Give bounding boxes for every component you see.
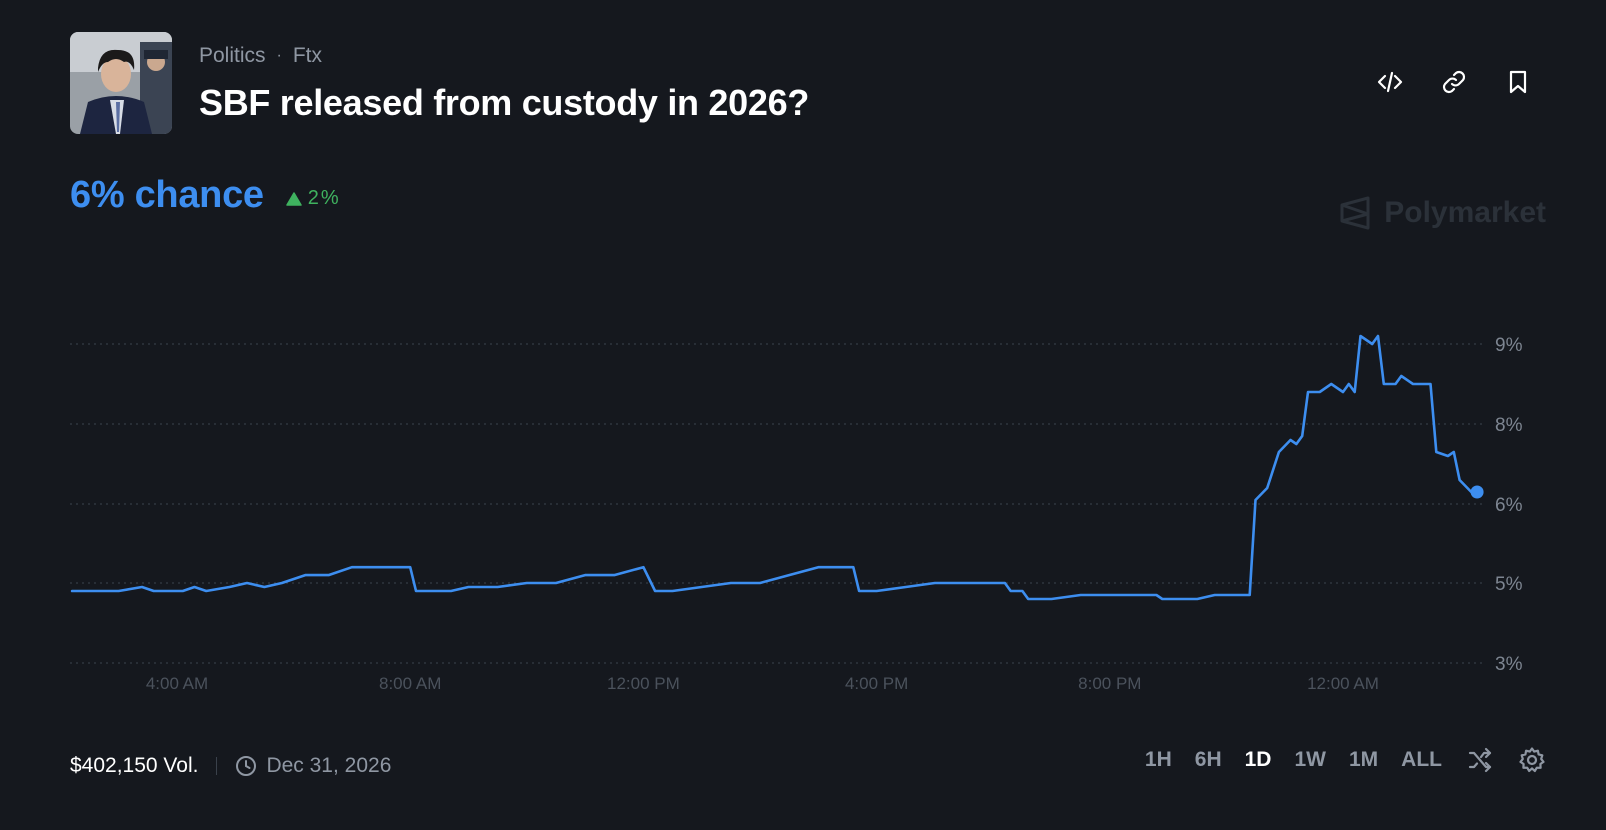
x-tick-label: 8:00 PM — [1078, 674, 1141, 693]
y-tick-label: 9% — [1495, 335, 1523, 356]
range-1d[interactable]: 1D — [1244, 748, 1272, 771]
meta-divider — [216, 757, 218, 775]
category-link[interactable]: Politics — [199, 44, 266, 67]
range-all[interactable]: ALL — [1401, 748, 1442, 771]
polymarket-watermark: Polymarket — [1338, 195, 1546, 231]
market-thumbnail[interactable] — [70, 32, 172, 134]
current-value-dot — [1470, 485, 1484, 499]
tag-link[interactable]: Ftx — [292, 44, 323, 67]
market-meta: $402,150 Vol. Dec 31, 2026 — [70, 754, 391, 778]
volume: $402,150 Vol. — [70, 754, 199, 777]
chance-summary: 6% chance 2% — [70, 174, 341, 217]
y-tick-label: 3% — [1495, 654, 1523, 675]
triangle-up-icon — [286, 191, 302, 206]
x-axis: 4:00 AM 8:00 AM 12:00 PM 4:00 PM 8:00 PM 12:0… — [146, 674, 1379, 693]
bookmark-button[interactable] — [1500, 64, 1536, 100]
y-axis: 9% 8% 6% 5% 3% — [1495, 335, 1523, 675]
series-line — [70, 334, 1479, 601]
embed-button[interactable] — [1372, 64, 1408, 100]
chart-series — [70, 334, 1484, 601]
price-chart[interactable]: 9% 8% 6% 5% 3% 4:00 AM 8:00 AM 12:00 PM 4:00 PM… — [0, 0, 1606, 720]
chart-grid — [70, 343, 1485, 664]
shuffle-icon[interactable] — [1466, 746, 1494, 774]
delta-value: 2% — [307, 187, 341, 209]
x-tick-label: 8:00 AM — [379, 674, 441, 693]
bookmark-icon — [1509, 70, 1527, 94]
settings-gear-icon[interactable] — [1518, 746, 1546, 774]
clock-icon — [236, 756, 257, 776]
market-title: SBF released from custody in 2026? — [199, 82, 810, 123]
x-tick-label: 4:00 PM — [845, 674, 908, 693]
range-1m[interactable]: 1M — [1348, 748, 1379, 771]
polymarket-logo-icon — [1340, 196, 1370, 230]
chance-delta: 2% — [286, 187, 341, 210]
x-tick-label: 4:00 AM — [146, 674, 208, 693]
y-tick-label: 8% — [1495, 415, 1523, 436]
x-tick-label: 12:00 AM — [1307, 674, 1379, 693]
brand-name: Polymarket — [1384, 196, 1546, 229]
link-icon — [1442, 70, 1466, 94]
range-1w[interactable]: 1W — [1294, 748, 1326, 771]
x-tick-label: 12:00 PM — [607, 674, 680, 693]
breadcrumb-separator: · — [276, 47, 282, 64]
embed-code-icon — [1377, 71, 1403, 93]
time-range-selector: 1H 6H 1D 1W 1M ALL — [1122, 746, 1546, 774]
y-tick-label: 5% — [1495, 574, 1523, 595]
y-tick-label: 6% — [1495, 495, 1523, 516]
range-1h[interactable]: 1H — [1144, 748, 1172, 771]
end-date: Dec 31, 2026 — [266, 754, 392, 777]
market-photo — [70, 32, 172, 134]
header-actions — [1372, 64, 1536, 100]
breadcrumb: Politics · Ftx — [199, 44, 322, 68]
chance-value: 6% chance — [70, 174, 264, 216]
copy-link-button[interactable] — [1436, 64, 1472, 100]
range-6h[interactable]: 6H — [1194, 748, 1222, 771]
